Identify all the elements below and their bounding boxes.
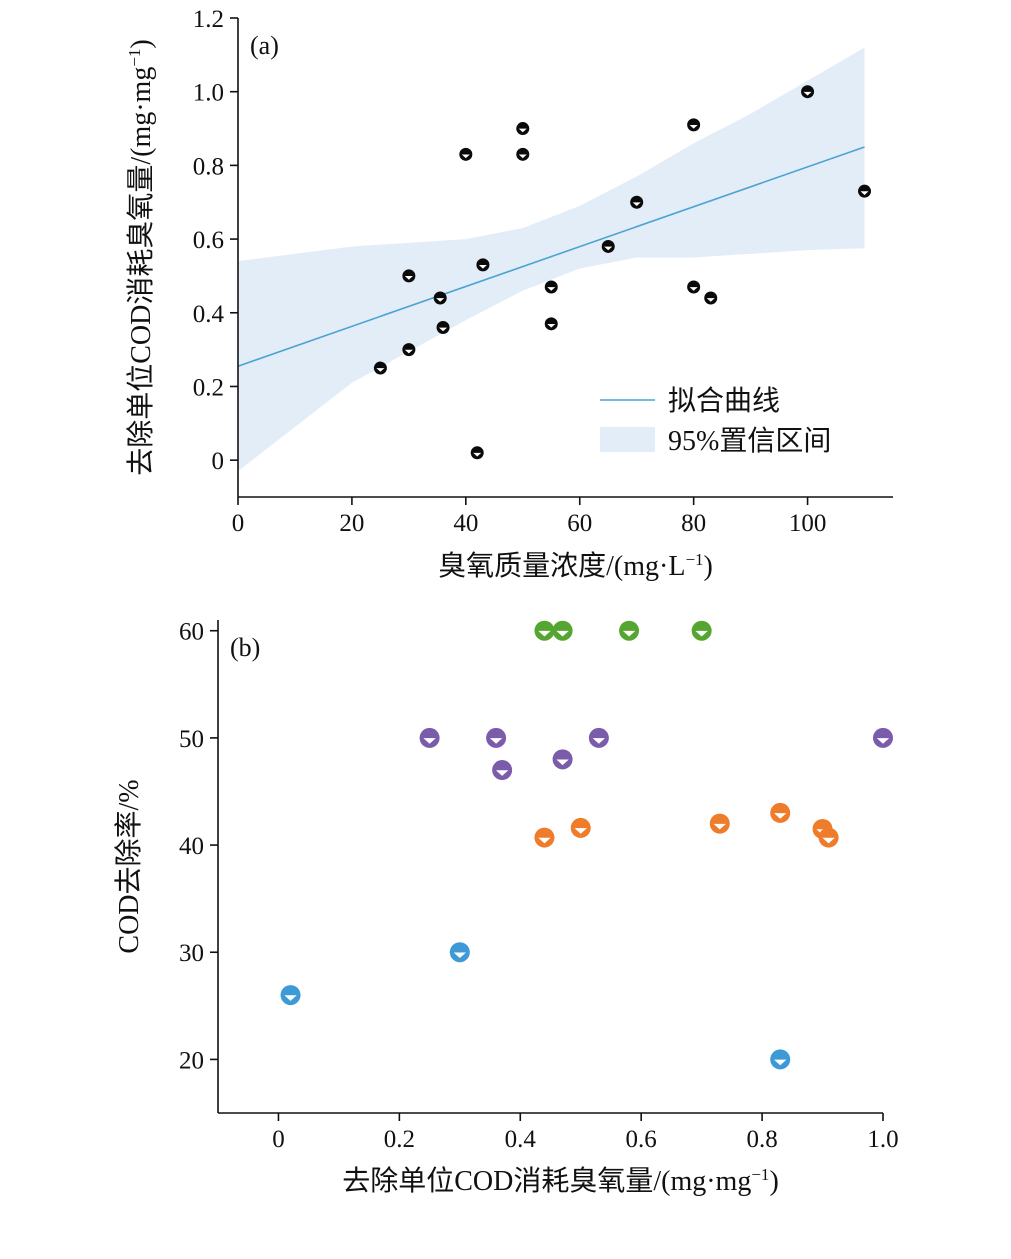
data-point	[470, 446, 484, 460]
data-point	[449, 942, 470, 963]
x-tick-label: 0.6	[626, 1126, 657, 1153]
panel-b-scatter-chart: 0 0.2 0.4 0.6 0.8 1.0 20 30 40 50 60 (b) 去除单位COD消耗臭氧…	[113, 619, 899, 1197]
y-tick-label: 20	[179, 1047, 204, 1074]
data-point	[858, 184, 872, 198]
data-point	[588, 727, 609, 748]
x-tick-label: 60	[567, 510, 592, 537]
y-axis-label: 去除单位COD消耗臭氧量/(mg·mg−1)	[125, 39, 157, 476]
data-point	[544, 280, 558, 294]
series-group	[419, 727, 893, 781]
data-point	[516, 122, 530, 136]
x-axis-label: 去除单位COD消耗臭氧量/(mg·mg−1)	[342, 1165, 779, 1197]
data-point	[770, 1049, 791, 1070]
legend-ci-swatch	[600, 427, 655, 452]
series-group	[280, 942, 791, 1070]
legend-ci-label: 95%置信区间	[668, 425, 831, 457]
y-tick-label: 1.0	[193, 80, 224, 107]
panel-label: (a)	[250, 31, 279, 60]
x-tick-label: 80	[681, 510, 706, 537]
y-tick-label: 1.2	[193, 6, 224, 33]
x-tick-label: 20	[339, 510, 364, 537]
data-point	[436, 321, 450, 335]
data-point	[709, 813, 730, 834]
data-point	[419, 727, 440, 748]
x-tick-label: 0.4	[505, 1126, 537, 1153]
data-point	[704, 291, 718, 305]
y-tick-label: 40	[179, 833, 204, 860]
data-point	[280, 985, 301, 1006]
data-point	[691, 620, 712, 641]
fit-line	[237, 146, 865, 367]
data-point	[492, 760, 513, 781]
y-tick-label: 0.8	[193, 153, 224, 180]
data-point	[534, 827, 555, 848]
y-tick-label: 0.2	[193, 374, 224, 401]
data-point	[619, 620, 640, 641]
data-point	[801, 85, 815, 99]
data-point	[687, 118, 701, 132]
data-point	[873, 727, 893, 748]
data-point	[630, 195, 644, 209]
data-point	[687, 280, 701, 294]
series-group	[534, 620, 712, 641]
y-tick-label: 50	[179, 726, 204, 753]
series-group	[534, 802, 839, 848]
x-tick-label: 0.8	[746, 1126, 777, 1153]
x-tick-label: 0	[232, 510, 245, 537]
confidence-band	[238, 47, 865, 472]
data-point	[433, 291, 447, 305]
data-point	[534, 620, 555, 641]
y-tick-label: 30	[179, 940, 204, 967]
data-point	[476, 258, 490, 272]
data-point	[373, 361, 387, 375]
data-point	[770, 802, 791, 823]
data-point	[402, 343, 416, 357]
panel-a-scatter-chart: 0 20 40 60 80 100 0 0.2 0.4 0.6 0.8 1.0 1.2 (a) 臭氧质量浓度…	[125, 6, 893, 582]
y-tick-label: 0	[212, 448, 225, 475]
y-tick-label: 60	[179, 619, 204, 646]
data-point	[459, 147, 473, 161]
legend-fit-label: 拟合曲线	[668, 385, 780, 417]
panel-label: (b)	[230, 633, 260, 662]
y-tick-label: 0.4	[193, 301, 225, 328]
y-tick-label: 0.6	[193, 227, 224, 254]
x-tick-label: 0	[272, 1126, 285, 1153]
x-axis-label: 臭氧质量浓度/(mg·L−1)	[438, 550, 713, 582]
data-point	[552, 749, 573, 770]
legend: 拟合曲线 95%置信区间	[600, 385, 831, 457]
x-tick-label: 100	[789, 510, 827, 537]
data-point	[516, 147, 530, 161]
x-tick-label: 1.0	[867, 1126, 898, 1153]
data-point	[552, 620, 573, 641]
x-tick-label: 0.2	[384, 1126, 415, 1153]
data-point	[544, 317, 558, 331]
x-tick-label: 40	[453, 510, 478, 537]
data-point	[818, 827, 839, 848]
data-point	[601, 239, 615, 253]
y-axis-label: COD去除率/%	[113, 779, 145, 953]
data-point	[486, 727, 507, 748]
data-point	[570, 817, 591, 838]
data-point	[402, 269, 416, 283]
